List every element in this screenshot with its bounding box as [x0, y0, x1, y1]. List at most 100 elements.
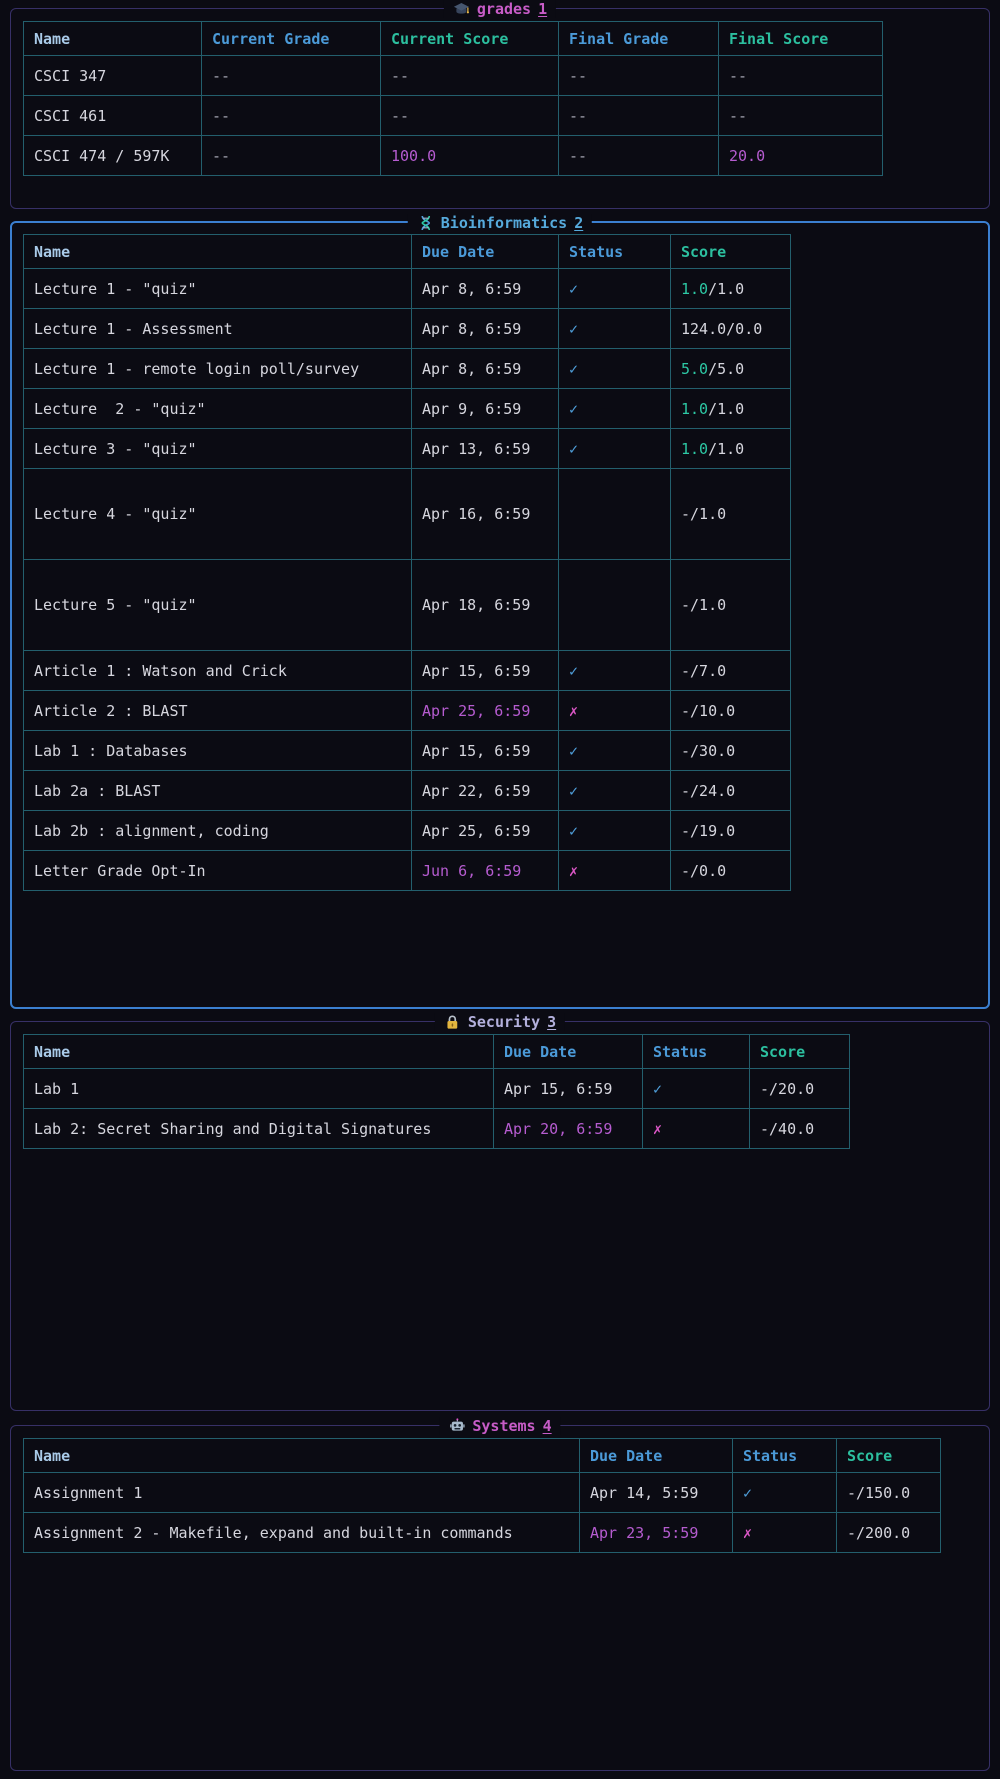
tab-systems-key: 4 — [542, 1417, 552, 1435]
robot-icon — [448, 1418, 465, 1434]
score-max: /1.0 — [708, 439, 745, 458]
course-name-cell: CSCI 347 — [23, 55, 202, 96]
course-panel-systems: Systems 4 Name Due Date Status Score Ass… — [10, 1417, 990, 1771]
score-earned: - — [681, 661, 691, 680]
column-header-name[interactable]: Name — [23, 1438, 580, 1473]
column-header-score[interactable]: Score — [749, 1034, 850, 1069]
column-header-score[interactable]: Score — [670, 234, 791, 269]
assignment-name-cell: Lecture 4 - "quiz" — [23, 468, 412, 560]
due-date-cell: Apr 14, 5:59 — [579, 1472, 733, 1513]
due-date-cell: Apr 23, 5:59 — [579, 1512, 733, 1553]
column-header-score[interactable]: Score — [836, 1438, 941, 1473]
magnifier-icon — [569, 596, 670, 632]
score-earned: 1.0 — [681, 439, 709, 458]
assignment-name-cell: Lab 1 : Databases — [23, 730, 412, 771]
score-cell: -/150.0 — [836, 1472, 941, 1513]
course-row[interactable]: CSCI 474 / 597K -- 100.0 -- 20.0 — [23, 135, 883, 176]
assignment-row[interactable]: Lab 1 : Databases Apr 15, 6:59 ✓ -/30.0 — [23, 730, 791, 771]
tab-bioinformatics-label: Bioinformatics — [440, 214, 568, 232]
course-row[interactable]: CSCI 347 -- -- -- -- — [23, 55, 883, 96]
assignment-row[interactable]: Lecture 2 - "quiz" Apr 9, 6:59 ✓ 1.0/1.0 — [23, 388, 791, 429]
assignment-row[interactable]: Assignment 1 Apr 14, 5:59 ✓ -/150.0 — [23, 1472, 941, 1513]
score-max: /20.0 — [769, 1079, 815, 1098]
score-earned: - — [760, 1119, 770, 1138]
due-date-cell: Apr 15, 6:59 — [411, 650, 559, 691]
column-header-name[interactable]: Name — [23, 1034, 494, 1069]
score-earned: - — [847, 1483, 857, 1502]
column-header-name[interactable]: Name — [23, 21, 202, 56]
tab-bioinformatics[interactable]: Bioinformatics 2 — [407, 214, 593, 232]
assignment-name-cell: Lab 1 — [23, 1068, 494, 1109]
tab-security[interactable]: Security 3 — [434, 1013, 566, 1031]
score-cell: -/1.0 — [670, 559, 791, 651]
grades-header-row: Name Current Grade Current Score Final G… — [23, 21, 883, 56]
assignment-row[interactable]: Article 1 : Watson and Crick Apr 15, 6:5… — [23, 650, 791, 691]
column-header-final-score[interactable]: Final Score — [718, 21, 883, 56]
due-date-cell: Apr 18, 6:59 — [411, 559, 559, 651]
tab-systems[interactable]: Systems 4 — [439, 1417, 561, 1435]
course-panel-bioinformatics: Bioinformatics 2 Name Due Date Status Sc… — [10, 214, 990, 1009]
status-cell: ✓ — [732, 1472, 837, 1513]
score-max: /5.0 — [708, 359, 745, 378]
column-header-final-grade[interactable]: Final Grade — [558, 21, 719, 56]
column-header-current-score[interactable]: Current Score — [380, 21, 559, 56]
tab-grades-label: grades — [476, 0, 532, 18]
status-cell: ✓ — [558, 308, 671, 349]
assignment-name-cell: Lecture 1 - Assessment — [23, 308, 412, 349]
check-icon: ✓ — [569, 319, 579, 338]
assignment-row[interactable]: Lab 2: Secret Sharing and Digital Signat… — [23, 1108, 850, 1149]
due-date-cell: Apr 15, 6:59 — [411, 730, 559, 771]
assignment-name-cell: Assignment 1 — [23, 1472, 580, 1513]
column-header-status[interactable]: Status — [732, 1438, 837, 1473]
assignment-row[interactable]: Lecture 1 - Assessment Apr 8, 6:59 ✓ 124… — [23, 308, 791, 349]
column-header-status[interactable]: Status — [642, 1034, 750, 1069]
score-cell: -/1.0 — [670, 468, 791, 560]
tab-grades-key: 1 — [538, 0, 548, 18]
assignment-row[interactable]: Lab 2a : BLAST Apr 22, 6:59 ✓ -/24.0 — [23, 770, 791, 811]
status-cell: ✓ — [558, 268, 671, 309]
assignment-row[interactable]: Lecture 3 - "quiz" Apr 13, 6:59 ✓ 1.0/1.… — [23, 428, 791, 469]
assignment-row[interactable]: Letter Grade Opt-In Jun 6, 6:59 ✗ -/0.0 — [23, 850, 791, 891]
status-cell: ✗ — [732, 1512, 837, 1553]
score-earned: - — [681, 781, 691, 800]
assignment-row[interactable]: Assignment 2 - Makefile, expand and buil… — [23, 1512, 941, 1553]
column-header-due-date[interactable]: Due Date — [579, 1438, 733, 1473]
assignment-row[interactable]: Lab 1 Apr 15, 6:59 ✓ -/20.0 — [23, 1068, 850, 1109]
tab-security-label: Security — [467, 1013, 541, 1031]
score-max: /24.0 — [690, 781, 736, 800]
assignment-row[interactable]: Lecture 1 - "quiz" Apr 8, 6:59 ✓ 1.0/1.0 — [23, 268, 791, 309]
systems-header-row: Name Due Date Status Score — [23, 1438, 941, 1473]
score-max: /19.0 — [690, 821, 736, 840]
assignment-row[interactable]: Lecture 4 - "quiz" Apr 16, 6:59 -/1.0 — [23, 468, 791, 560]
course-panel-security: Security 3 Name Due Date Status Score La… — [10, 1013, 990, 1411]
current-score-cell: -- — [380, 95, 559, 136]
assignment-name-cell: Assignment 2 - Makefile, expand and buil… — [23, 1512, 580, 1553]
score-earned: - — [681, 861, 691, 880]
current-grade-cell: -- — [201, 135, 381, 176]
assignment-name-cell: Lecture 1 - "quiz" — [23, 268, 412, 309]
score-max: /1.0 — [708, 399, 745, 418]
column-header-due-date[interactable]: Due Date — [493, 1034, 643, 1069]
final-score-cell: 20.0 — [718, 135, 883, 176]
score-max: /1.0 — [708, 279, 745, 298]
status-cell: ✓ — [558, 348, 671, 389]
tab-grades[interactable]: grades 1 — [443, 0, 557, 18]
check-icon: ✓ — [569, 821, 579, 840]
tab-systems-label: Systems — [472, 1417, 536, 1435]
assignment-row[interactable]: Lab 2b : alignment, coding Apr 25, 6:59 … — [23, 810, 791, 851]
column-header-name[interactable]: Name — [23, 234, 412, 269]
check-icon: ✓ — [569, 741, 579, 760]
column-header-status[interactable]: Status — [558, 234, 671, 269]
assignment-row[interactable]: Article 2 : BLAST Apr 25, 6:59 ✗ -/10.0 — [23, 690, 791, 731]
score-max: /0.0 — [726, 319, 763, 338]
course-row[interactable]: CSCI 461 -- -- -- -- — [23, 95, 883, 136]
column-header-due-date[interactable]: Due Date — [411, 234, 559, 269]
score-earned: - — [681, 701, 691, 720]
due-date-cell: Apr 16, 6:59 — [411, 468, 559, 560]
due-date-cell: Apr 8, 6:59 — [411, 268, 559, 309]
status-cell: ✓ — [642, 1068, 750, 1109]
final-score-cell: -- — [718, 55, 883, 96]
assignment-row[interactable]: Lecture 1 - remote login poll/survey Apr… — [23, 348, 791, 389]
assignment-row[interactable]: Lecture 5 - "quiz" Apr 18, 6:59 -/1.0 — [23, 559, 791, 651]
column-header-current-grade[interactable]: Current Grade — [201, 21, 381, 56]
